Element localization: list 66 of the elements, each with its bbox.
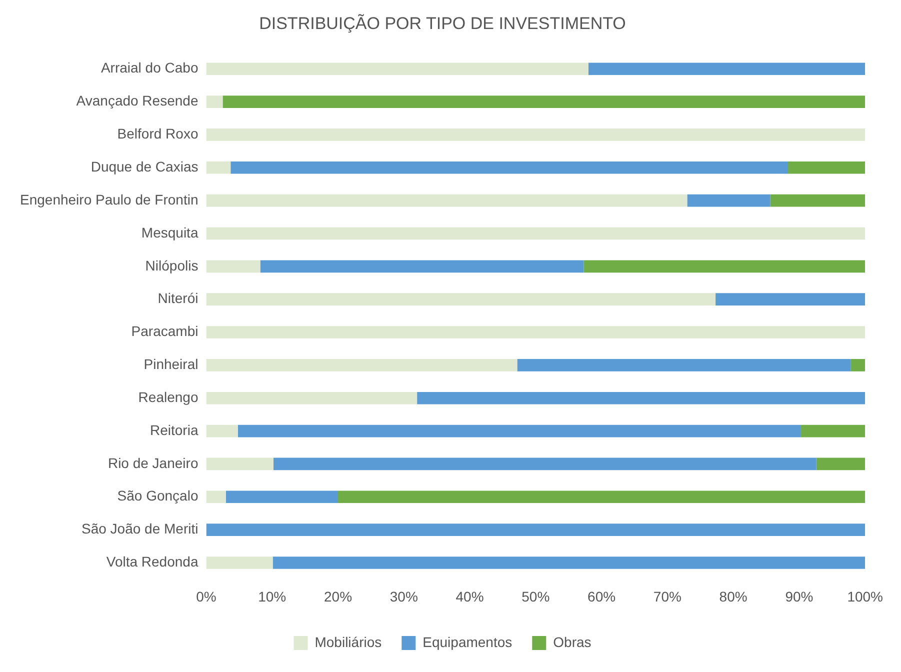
legend-label: Equipamentos <box>422 634 512 650</box>
bar <box>206 392 418 404</box>
bar <box>206 490 226 504</box>
bar <box>687 194 770 207</box>
y-tick-label: Volta Redonda <box>106 554 198 570</box>
y-tick-label: Nilópolis <box>145 257 198 274</box>
bar <box>273 458 816 470</box>
bar <box>517 359 851 372</box>
chart-title: DISTRIBUIÇÃO POR TIPO DE INVESTIMENTO <box>259 14 626 33</box>
bar <box>338 490 866 504</box>
bar <box>206 326 866 338</box>
x-tick-label: 60% <box>588 588 616 604</box>
bar <box>588 62 866 76</box>
y-tick-label: Mesquita <box>141 224 198 240</box>
bar <box>206 227 866 240</box>
bar <box>206 62 588 76</box>
bar <box>206 128 866 141</box>
x-tick-label: 40% <box>456 588 484 604</box>
bar <box>788 161 866 174</box>
bar <box>206 424 238 438</box>
y-tick-label: Pinheiral <box>144 356 198 372</box>
y-tick-label: Belford Roxo <box>117 126 198 142</box>
bar <box>417 392 866 404</box>
y-tick-label: Engenheiro Paulo de Frontin <box>20 191 198 208</box>
bar <box>206 458 274 470</box>
x-tick-label: 20% <box>324 588 352 604</box>
bar <box>206 260 260 273</box>
legend-label: Obras <box>553 634 592 650</box>
bar <box>222 96 866 108</box>
bar <box>716 293 866 306</box>
x-tick-label: 0% <box>196 588 216 604</box>
bar <box>206 524 866 536</box>
y-tick-label: Duque de Caxias <box>90 158 198 174</box>
x-tick-label: 80% <box>719 588 748 604</box>
bar <box>770 194 866 207</box>
y-tick-label: Paracambi <box>131 323 198 340</box>
y-tick-label: São João de Meriti <box>82 520 198 537</box>
bar <box>816 458 866 470</box>
bar <box>272 556 866 569</box>
bar <box>206 293 716 306</box>
bar <box>206 556 273 569</box>
x-tick-label: 100% <box>847 588 884 604</box>
bar <box>584 260 866 273</box>
bar <box>206 359 518 372</box>
y-tick-label: Niterói <box>158 290 198 306</box>
bar <box>238 424 801 438</box>
bar <box>206 96 223 108</box>
bar <box>850 359 866 372</box>
x-tick-label: 10% <box>258 588 286 604</box>
legend-label: Mobiliários <box>314 634 382 650</box>
y-tick-label: Realengo <box>138 388 198 405</box>
x-tick-label: 50% <box>522 588 550 604</box>
x-tick-label: 90% <box>785 588 814 604</box>
bar <box>206 161 231 174</box>
y-tick-label: São Gonçalo <box>117 488 198 504</box>
bar <box>800 424 866 438</box>
x-tick-label: 30% <box>390 588 418 604</box>
bar <box>226 490 338 504</box>
bar <box>230 161 788 174</box>
y-tick-label: Reitoria <box>150 422 198 438</box>
x-tick-label: 70% <box>653 588 682 604</box>
bar <box>206 194 688 207</box>
y-tick-label: Rio de Janeiro <box>108 454 198 471</box>
y-tick-label: Arraial do Cabo <box>100 60 198 76</box>
y-tick-label: Avançado Resende <box>76 92 198 109</box>
bar <box>260 260 584 273</box>
